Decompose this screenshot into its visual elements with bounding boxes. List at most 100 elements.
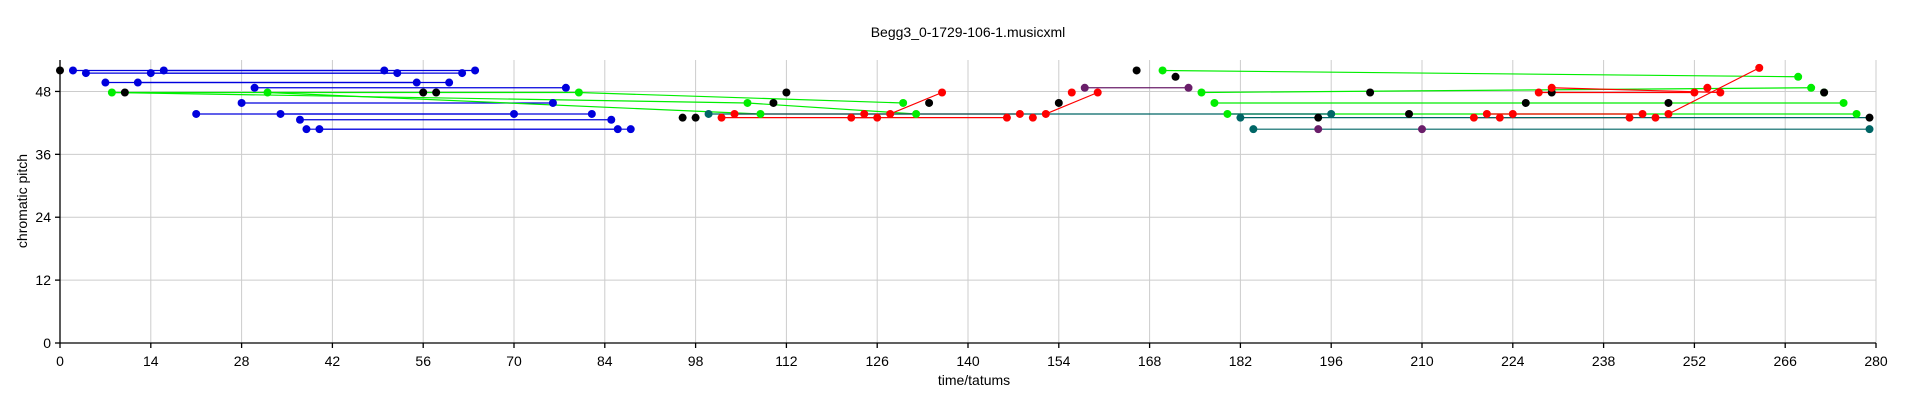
data-point — [1028, 113, 1037, 122]
data-point — [159, 66, 168, 75]
data-point — [691, 113, 700, 122]
data-point — [1664, 109, 1673, 118]
data-point — [587, 109, 596, 118]
data-point — [192, 109, 201, 118]
data-point — [1547, 83, 1556, 92]
y-tick-label: 48 — [35, 83, 51, 99]
data-point — [1015, 109, 1024, 118]
data-point — [1865, 125, 1874, 134]
x-tick-label: 140 — [956, 353, 980, 369]
data-point — [860, 109, 869, 118]
data-point — [1327, 109, 1336, 118]
data-point — [1405, 109, 1414, 118]
data-point — [1690, 88, 1699, 97]
data-point — [1041, 109, 1050, 118]
data-point — [1755, 63, 1764, 72]
data-point — [912, 109, 921, 118]
data-point — [276, 109, 285, 118]
data-point — [1314, 125, 1323, 134]
x-tick-label: 126 — [866, 353, 890, 369]
x-tick-label: 224 — [1501, 353, 1525, 369]
data-point — [1651, 113, 1660, 122]
data-point — [1807, 83, 1816, 92]
data-point — [1249, 125, 1258, 134]
data-point — [302, 125, 311, 134]
data-point — [1839, 98, 1848, 107]
data-point — [380, 66, 389, 75]
x-tick-label: 154 — [1047, 353, 1071, 369]
x-tick-label: 280 — [1864, 353, 1888, 369]
data-point — [146, 69, 155, 78]
data-point — [756, 109, 765, 118]
connector-line — [578, 91, 904, 104]
data-point — [1521, 98, 1530, 107]
y-tick-label: 12 — [35, 272, 51, 288]
connector-line — [111, 91, 748, 104]
x-tick-label: 182 — [1229, 353, 1253, 369]
data-point — [626, 125, 635, 134]
connector-line — [267, 91, 761, 115]
data-point — [1820, 88, 1829, 97]
data-point — [107, 88, 116, 97]
x-tick-label: 238 — [1592, 353, 1616, 369]
x-tick-label: 28 — [234, 353, 250, 369]
data-point — [899, 98, 908, 107]
data-point — [1002, 113, 1011, 122]
data-point — [613, 125, 622, 134]
data-point — [938, 88, 947, 97]
data-point — [133, 78, 142, 87]
data-point — [1638, 109, 1647, 118]
data-point — [471, 66, 480, 75]
data-point — [574, 88, 583, 97]
data-point — [419, 88, 428, 97]
data-point — [1534, 88, 1543, 97]
data-point — [1469, 113, 1478, 122]
data-point — [1508, 109, 1517, 118]
data-point — [1171, 72, 1180, 81]
x-tick-label: 14 — [143, 353, 159, 369]
data-point — [120, 88, 129, 97]
data-point — [743, 98, 752, 107]
y-tick-label: 0 — [43, 335, 51, 351]
connector-line — [1668, 67, 1760, 115]
data-point — [81, 69, 90, 78]
data-point — [1236, 113, 1245, 122]
data-point — [1625, 113, 1634, 122]
data-point — [412, 78, 421, 87]
data-point — [237, 98, 246, 107]
axes: 0 14 28 42 56 70 84 98 112 126 140 154 168 182 196 210 2… — [35, 60, 1888, 369]
data-point — [1210, 98, 1219, 107]
connector-line — [889, 91, 943, 115]
x-tick-label: 70 — [506, 353, 522, 369]
data-point — [561, 83, 570, 92]
connector-line — [1162, 69, 1799, 78]
x-tick-label: 196 — [1320, 353, 1344, 369]
data-point — [847, 113, 856, 122]
x-tick-label: 168 — [1138, 353, 1162, 369]
data-point — [315, 125, 324, 134]
data-point — [730, 109, 739, 118]
x-tick-label: 252 — [1683, 353, 1707, 369]
data-point — [1664, 98, 1673, 107]
data-point — [1197, 88, 1206, 97]
data-point — [510, 109, 518, 118]
data-point — [1093, 88, 1102, 97]
y-axis-label: chromatic pitch — [14, 154, 30, 248]
data-point — [295, 115, 304, 124]
x-tick-label: 56 — [415, 353, 431, 369]
data-point — [263, 88, 272, 97]
chart-title: Begg3_0-1729-106-1.musicxml — [871, 24, 1066, 40]
data-point — [393, 69, 402, 78]
connector-lines — [72, 67, 1870, 130]
data-point — [769, 98, 778, 107]
x-tick-label: 210 — [1410, 353, 1434, 369]
data-point — [1482, 109, 1491, 118]
x-tick-label: 112 — [775, 353, 798, 369]
data-point — [101, 78, 110, 87]
y-tick-label: 24 — [35, 209, 51, 225]
data-point — [607, 115, 616, 124]
data-point — [548, 98, 557, 107]
data-point — [1314, 113, 1323, 122]
data-point — [1223, 109, 1232, 118]
data-point — [1703, 83, 1712, 92]
